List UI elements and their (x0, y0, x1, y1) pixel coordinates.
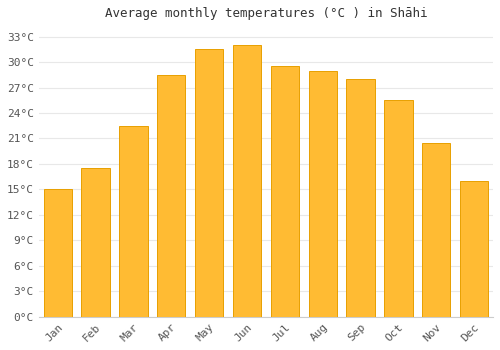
Bar (233, 45, 261, 317)
Bar (384, 100, 412, 317)
Bar (460, 181, 488, 317)
Title: Average monthly temperatures (°C ) in Shāhi: Average monthly temperatures (°C ) in Sh… (104, 7, 427, 20)
Bar (195, 49, 224, 317)
Bar (157, 75, 186, 317)
Bar (346, 79, 375, 317)
Bar (119, 126, 148, 317)
Bar (82, 168, 110, 317)
Bar (44, 189, 72, 317)
Bar (270, 66, 299, 317)
Bar (422, 143, 450, 317)
Bar (308, 70, 337, 317)
